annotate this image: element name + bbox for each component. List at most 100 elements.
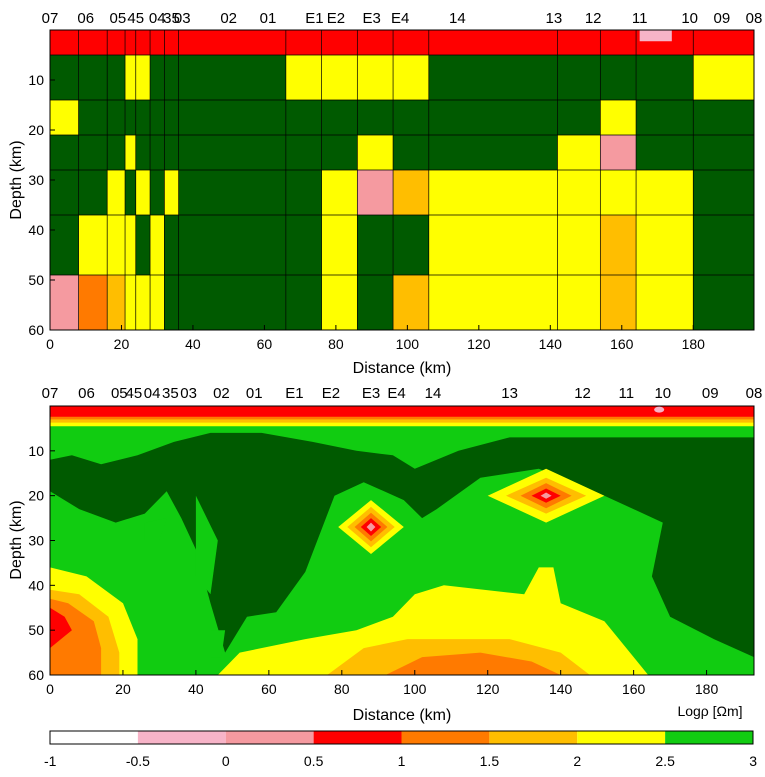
cell — [178, 135, 286, 170]
x-tick-label: 160 — [610, 336, 634, 352]
cell — [125, 135, 136, 170]
cell — [636, 170, 694, 215]
x-tick-label: 40 — [188, 681, 204, 697]
cell — [135, 135, 151, 170]
cell — [150, 55, 165, 100]
cell — [178, 30, 286, 55]
cell — [693, 275, 754, 330]
station-label: 12 — [585, 10, 602, 27]
cell — [428, 215, 558, 275]
cell — [321, 30, 358, 55]
cell — [600, 55, 637, 100]
y-tick-label: 20 — [28, 488, 44, 504]
cell — [50, 215, 79, 275]
cell — [78, 215, 108, 275]
cell — [164, 215, 179, 275]
panel2-x-axis-label: Distance (km) — [353, 707, 452, 724]
cell — [107, 55, 126, 100]
y-tick-label: 20 — [28, 122, 44, 138]
cell — [321, 275, 358, 330]
station-label: 03 — [180, 385, 197, 402]
colorbar-tick-label: 1.5 — [480, 753, 500, 769]
y-tick-label: 50 — [28, 622, 44, 638]
cell — [428, 170, 558, 215]
cell — [557, 55, 601, 100]
x-tick-label: 80 — [328, 336, 344, 352]
cell — [150, 30, 165, 55]
cell — [600, 170, 637, 215]
cell — [107, 30, 126, 55]
cell — [78, 135, 108, 170]
station-label: 01 — [246, 385, 263, 402]
cell — [693, 30, 754, 55]
cell — [164, 55, 179, 100]
cell — [107, 100, 126, 135]
station-label: 45 — [126, 385, 143, 402]
cell — [600, 275, 637, 330]
x-tick-label: 20 — [114, 336, 130, 352]
colorbar-frame — [49, 730, 754, 745]
cell — [600, 135, 637, 170]
panel1-x-axis-label: Distance (km) — [353, 360, 452, 377]
cell — [357, 215, 394, 275]
cell — [393, 170, 429, 215]
surface-layer — [50, 406, 754, 417]
station-label: E1 — [285, 385, 303, 402]
colorbar-tick-label: 0 — [222, 753, 230, 769]
station-label: 35 — [162, 385, 179, 402]
station-label: E2 — [327, 10, 345, 27]
station-label: 07 — [42, 385, 59, 402]
cell — [285, 275, 322, 330]
cell — [164, 135, 179, 170]
green-pocket — [144, 518, 167, 541]
cell — [693, 135, 754, 170]
panel2-y-axis-label: Depth (km) — [8, 500, 25, 579]
cell — [50, 170, 79, 215]
cell — [125, 100, 136, 135]
low-resistivity-zone — [385, 652, 561, 675]
station-label: 08 — [746, 385, 763, 402]
cell — [107, 215, 126, 275]
cell — [150, 215, 165, 275]
cell — [78, 170, 108, 215]
station-label: E1 — [305, 10, 323, 27]
station-label: 05 — [111, 385, 128, 402]
panel1-y-axis-label: Depth (km) — [8, 140, 25, 219]
station-label: 09 — [702, 385, 719, 402]
station-label: E4 — [387, 385, 405, 402]
cell — [321, 135, 358, 170]
station-label: 06 — [78, 385, 95, 402]
cell — [285, 215, 322, 275]
colorbar-tick-label: -0.5 — [126, 753, 150, 769]
cell — [50, 30, 79, 55]
station-label: 13 — [501, 385, 518, 402]
cell — [50, 135, 79, 170]
colorbar-swatch — [313, 731, 402, 744]
cell — [164, 100, 179, 135]
cell — [393, 275, 429, 330]
colorbar-swatch — [225, 731, 314, 744]
cell — [135, 215, 151, 275]
cell — [285, 100, 322, 135]
cell — [125, 215, 136, 275]
y-tick-label: 30 — [28, 172, 44, 188]
colorbar-tick-label: 2.5 — [655, 753, 675, 769]
cell — [78, 55, 108, 100]
colorbar-tick-label: 1 — [398, 753, 406, 769]
cell — [178, 100, 286, 135]
conductor-anomaly — [366, 522, 376, 532]
station-label: 01 — [260, 10, 277, 27]
conductor-anomaly — [540, 492, 552, 499]
cell — [50, 55, 79, 100]
cell — [428, 135, 558, 170]
colorbar-tick-label: 0.5 — [304, 753, 324, 769]
cell — [135, 30, 151, 55]
green-pocket — [195, 495, 218, 595]
panel2-contours — [50, 406, 754, 675]
y-tick-label: 30 — [28, 533, 44, 549]
cell — [78, 100, 108, 135]
colorbar-swatch — [665, 731, 753, 744]
cell — [164, 275, 179, 330]
cell — [135, 55, 151, 100]
station-label: E3 — [362, 385, 380, 402]
